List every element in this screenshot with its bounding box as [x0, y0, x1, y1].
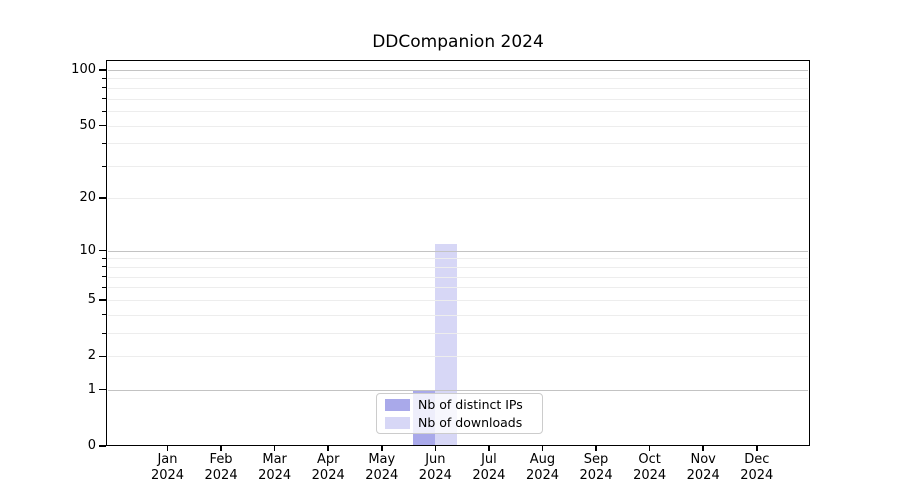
gridline-minor-80: [108, 87, 808, 89]
x-tick-jan: [166, 446, 169, 451]
x-tick-year-mar: 2024: [258, 468, 292, 483]
y-tick-label-0: 0: [87, 438, 96, 453]
x-tick-year-aug: 2024: [525, 468, 560, 483]
y-minor-tick-70: [102, 98, 106, 100]
y-minor-tick-7: [102, 276, 106, 278]
x-tick-label-jun: Jun 2024: [403, 452, 467, 484]
gridline-minor-2: [108, 356, 808, 358]
legend: Nb of distinct IPs Nb of downloads: [376, 393, 543, 434]
x-tick-year-jul: 2024: [472, 468, 506, 483]
y-tick-2: [99, 355, 106, 358]
y-tick-10: [99, 249, 106, 252]
gridline-minor-5: [108, 300, 808, 302]
x-tick-jul: [488, 446, 490, 451]
x-tick-year-oct: 2024: [633, 468, 667, 483]
y-minor-tick-3: [102, 332, 106, 334]
gridline-minor-20: [108, 197, 808, 199]
gridline-minor-6: [108, 287, 808, 289]
x-tick-apr: [327, 446, 329, 451]
y-tick-label-100: 100: [71, 62, 96, 77]
y-minor-tick-8: [102, 266, 106, 268]
legend-swatch-distinct-ips: [385, 398, 410, 411]
x-tick-label-sep: Sep 2024: [564, 452, 628, 484]
y-tick-0: [99, 445, 106, 447]
gridline-minor-7: [108, 276, 808, 278]
y-tick-5: [99, 299, 106, 301]
y-minor-tick-60: [102, 110, 106, 112]
gridline-major-100: [108, 70, 808, 71]
x-tick-nov: [702, 446, 704, 451]
x-tick-year-may: 2024: [365, 468, 399, 483]
y-minor-tick-80: [102, 87, 106, 89]
gridline-minor-30: [108, 166, 808, 168]
legend-swatch-downloads: [385, 416, 410, 429]
y-tick-label-10: 10: [79, 242, 96, 258]
y-tick-50: [99, 124, 106, 127]
y-minor-tick-90: [102, 77, 106, 79]
y-tick-label-20: 20: [79, 189, 96, 205]
gridline-major-1: [108, 389, 808, 391]
y-minor-tick-4: [102, 314, 106, 316]
x-tick-label-dec: Dec 2024: [725, 452, 789, 484]
x-tick-year-jan: 2024: [150, 468, 185, 483]
legend-label-distinct-ips: Nb of distinct IPs: [418, 397, 523, 412]
y-minor-tick-30: [102, 165, 106, 167]
y-tick-label-50: 50: [79, 117, 96, 133]
x-tick-aug: [541, 446, 544, 451]
x-tick-label-mar: Mar 2024: [243, 452, 307, 484]
x-tick-year-feb: 2024: [204, 468, 238, 483]
x-tick-label-may: May 2024: [350, 452, 414, 484]
x-tick-year-nov: 2024: [686, 468, 720, 483]
plot-area: [106, 60, 810, 446]
y-tick-1: [99, 388, 106, 391]
x-tick-mar: [273, 446, 276, 451]
x-tick-label-jul: Jul 2024: [457, 452, 521, 484]
x-tick-label-apr: Apr 2024: [296, 452, 360, 484]
x-tick-may: [380, 446, 383, 451]
y-tick-20: [99, 197, 106, 199]
x-tick-year-apr: 2024: [311, 468, 345, 483]
x-tick-year-sep: 2024: [579, 468, 613, 483]
x-tick-year-dec: 2024: [740, 468, 774, 483]
y-tick-label-2: 2: [87, 348, 96, 364]
x-tick-feb: [220, 446, 222, 451]
gridline-minor-9: [108, 258, 808, 260]
legend-entry-distinct-ips: Nb of distinct IPs: [385, 397, 534, 412]
gridline-minor-3: [108, 333, 808, 335]
legend-entry-downloads: Nb of downloads: [385, 415, 534, 430]
x-tick-label-oct: Oct 2024: [618, 452, 682, 484]
gridline-minor-70: [108, 98, 808, 100]
x-tick-year-jun: 2024: [418, 468, 452, 483]
x-tick-sep: [595, 446, 597, 451]
y-minor-tick-9: [102, 257, 106, 259]
gridline-major-10: [108, 250, 808, 252]
x-tick-oct: [648, 446, 651, 451]
x-tick-label-aug: Aug 2024: [510, 452, 574, 484]
y-minor-tick-40: [102, 142, 106, 144]
chart-title: DDCompanion 2024: [372, 32, 544, 52]
gridline-minor-4: [108, 314, 808, 316]
gridline-minor-40: [108, 143, 808, 145]
x-tick-jun: [434, 446, 437, 451]
y-tick-label-1: 1: [87, 381, 96, 397]
gridline-minor-50: [108, 125, 808, 127]
gridline-minor-60: [108, 111, 808, 113]
x-tick-label-nov: Nov 2024: [671, 452, 735, 484]
y-tick-100: [99, 69, 106, 71]
x-tick-dec: [755, 446, 758, 451]
x-tick-label-jan: Jan 2024: [136, 452, 200, 484]
gridline-minor-90: [108, 78, 808, 80]
y-tick-label-5: 5: [87, 292, 96, 308]
y-minor-tick-6: [102, 286, 106, 288]
legend-label-downloads: Nb of downloads: [418, 415, 523, 430]
gridline-minor-8: [108, 266, 808, 268]
x-tick-label-feb: Feb 2024: [189, 452, 253, 484]
